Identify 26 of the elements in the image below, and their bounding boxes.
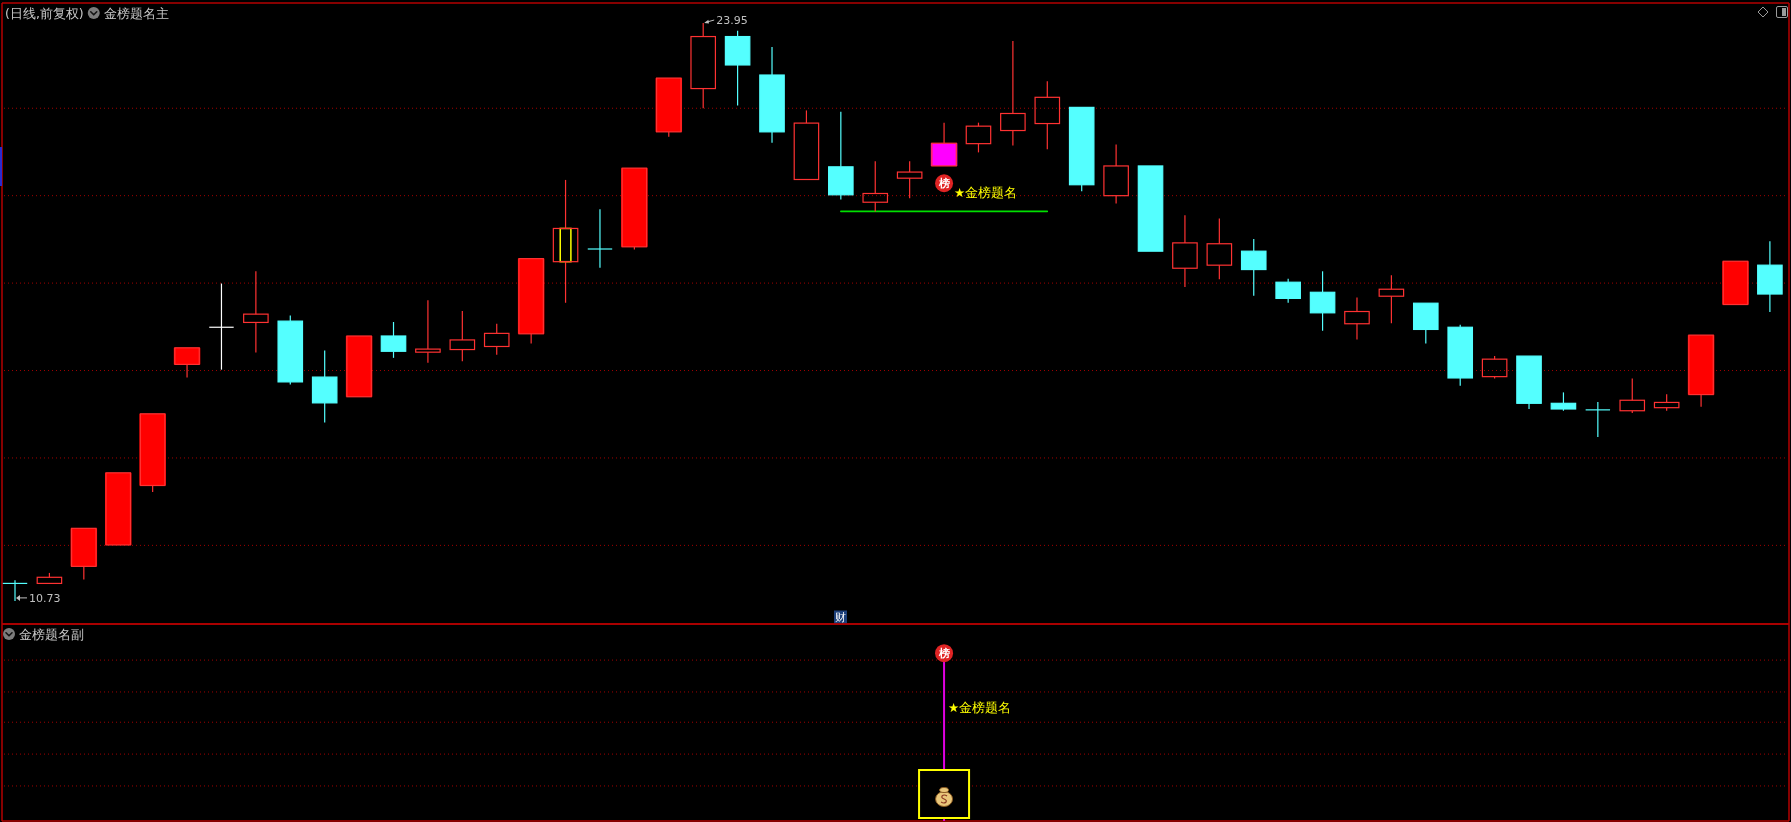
candlestick xyxy=(1103,143,1129,205)
candlestick xyxy=(759,46,785,144)
annotation: 23.95 xyxy=(716,14,748,27)
candlestick xyxy=(552,179,579,304)
candlestick xyxy=(1516,355,1542,410)
candlestick xyxy=(1757,240,1783,313)
candlestick xyxy=(1344,296,1370,341)
chart-title: (日线,前复权) xyxy=(5,5,84,21)
candlestick xyxy=(587,208,613,269)
annotation: ★金榜题名 xyxy=(954,185,1018,201)
chart-title: 金榜题名副 xyxy=(19,626,84,642)
candlestick xyxy=(1172,214,1198,288)
candlestick xyxy=(1000,40,1026,146)
candlestick xyxy=(2,579,28,602)
annotation: 10.73 xyxy=(29,591,61,605)
annotation: 榜 xyxy=(937,176,950,190)
annotation: ★金榜题名 xyxy=(948,699,1012,715)
text: 榜 xyxy=(937,646,950,660)
candlestick xyxy=(1585,401,1611,438)
candlestick xyxy=(208,282,235,371)
candlestick xyxy=(243,270,269,354)
candlestick xyxy=(415,299,441,364)
chart-subtitle: 金榜题名主 xyxy=(103,5,169,21)
candlestick xyxy=(1137,165,1164,252)
candlestick xyxy=(311,349,338,424)
candlestick xyxy=(174,347,200,379)
